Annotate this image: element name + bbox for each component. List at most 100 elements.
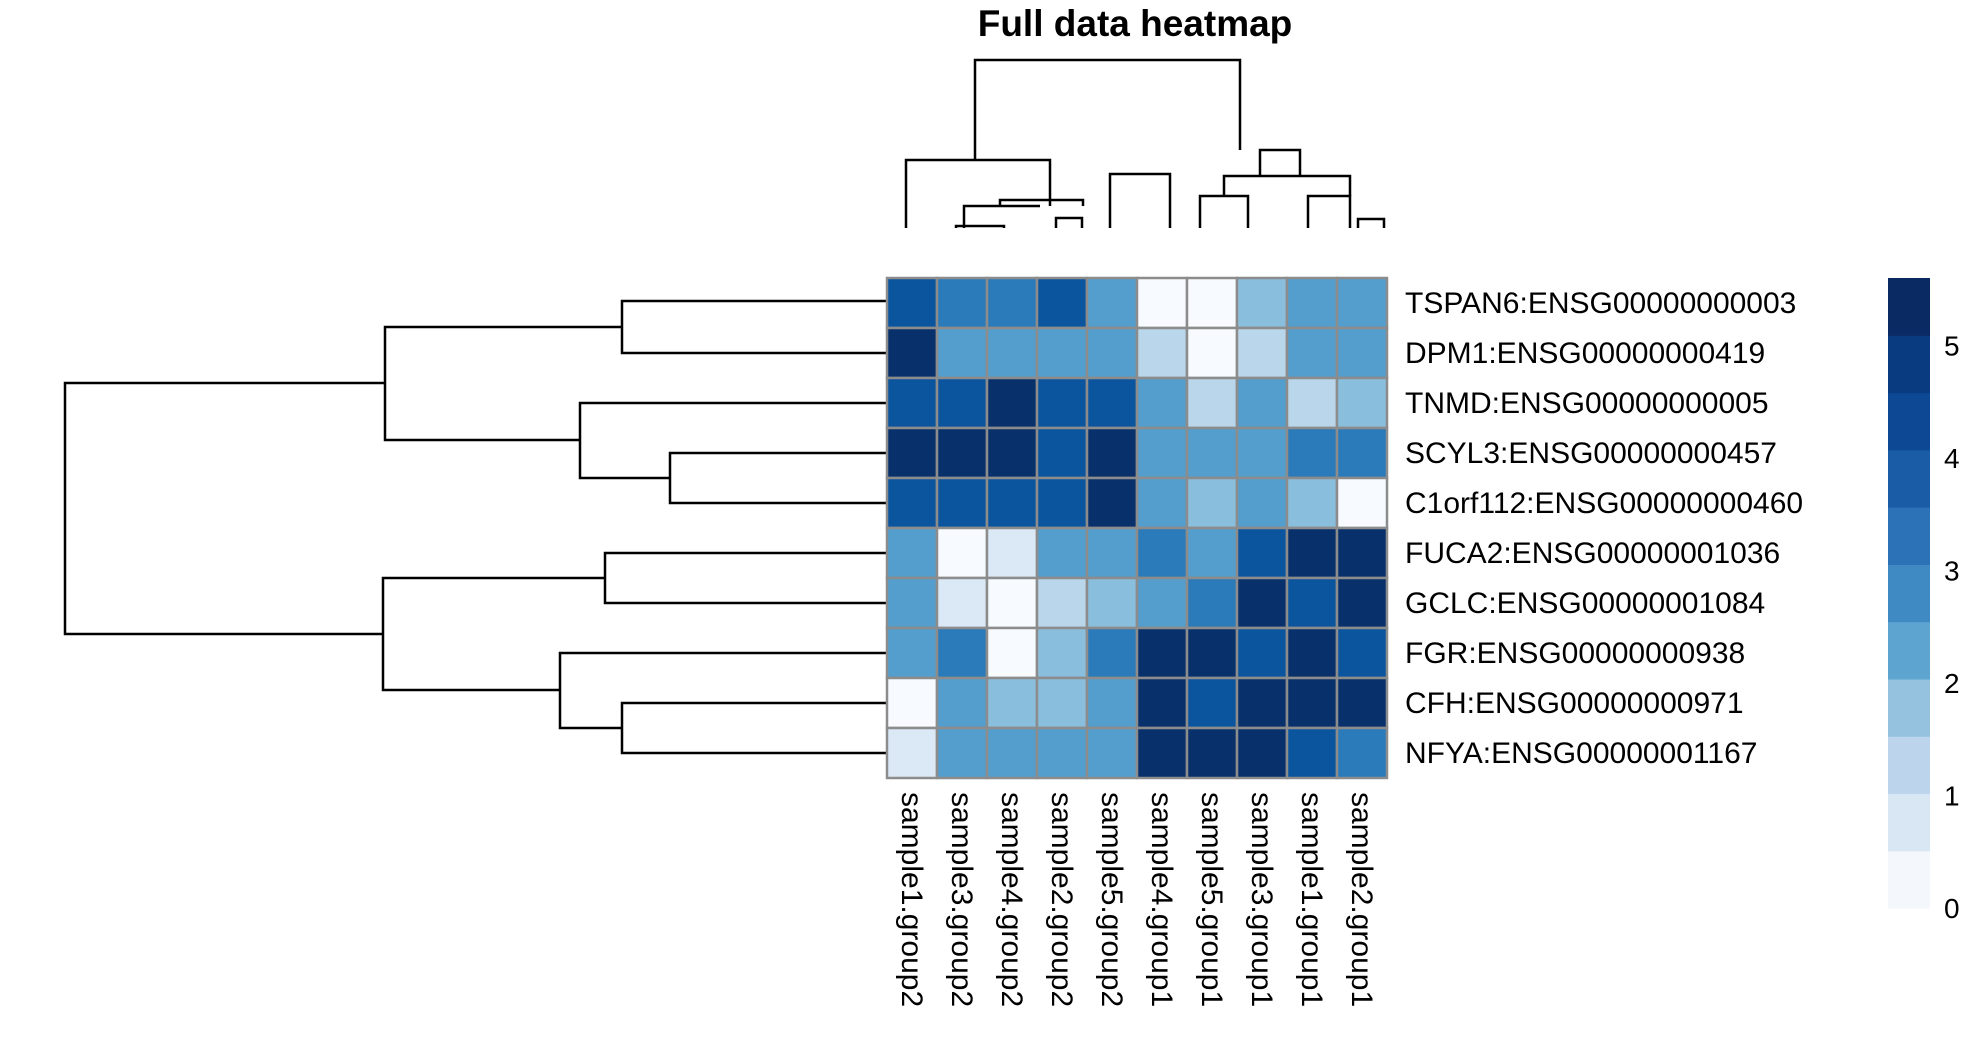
heatmap-cell [1085, 726, 1139, 780]
heatmap-cell [1235, 626, 1289, 680]
row-dendro-merge-2 [668, 451, 887, 505]
heatmap-cell [1135, 476, 1189, 530]
heatmap-cell [985, 426, 1039, 480]
heatmap-cell [1185, 526, 1239, 580]
heatmap-cell [1335, 626, 1389, 680]
heatmap-cell [985, 726, 1039, 780]
heatmap-cell [885, 476, 939, 530]
heatmap-cells [885, 276, 1389, 780]
heatmap-cell [1035, 676, 1089, 730]
col-dendro-merge-8 [1258, 148, 1302, 176]
heatmap-cell [1035, 276, 1089, 330]
heatmap-cell [1335, 526, 1389, 580]
heatmap-cell [985, 326, 1039, 380]
heatmap-cell [1335, 476, 1389, 530]
heatmap-cell [1135, 626, 1189, 680]
heatmap-cell [1285, 326, 1339, 380]
heatmap-cell [1085, 526, 1139, 580]
legend-tick-label: 5 [1944, 331, 1960, 362]
heatmap-cell [1235, 476, 1289, 530]
legend-color-step [1888, 335, 1930, 394]
row-dendro-merge-4 [383, 325, 622, 442]
heatmap-cell [1235, 376, 1289, 430]
col-dendro-merge-3 [1306, 194, 1352, 228]
heatmap-cell [1035, 726, 1089, 780]
column-label: sample3.group2 [945, 792, 978, 1007]
heatmap-cell [1135, 276, 1189, 330]
row-dendrogram [63, 299, 887, 755]
legend-color-step [1888, 736, 1930, 795]
heatmap-cell [1285, 426, 1339, 480]
column-dendrogram [904, 58, 1386, 228]
heatmap-cell [935, 376, 989, 430]
heatmap-cell [1285, 726, 1339, 780]
heatmap-cell [1335, 726, 1389, 780]
heatmap-cell [1285, 576, 1339, 630]
chart-title: Full data heatmap [978, 3, 1293, 44]
row-dendro-merge-6 [620, 701, 887, 755]
heatmap-cell [885, 626, 939, 680]
heatmap-cell [1335, 426, 1389, 480]
heatmap-cell [935, 526, 989, 580]
heatmap-cell [1135, 526, 1189, 580]
heatmap-cell [985, 676, 1039, 730]
heatmap-cell [1335, 576, 1389, 630]
heatmap-cell [1185, 476, 1239, 530]
heatmap-cell [1085, 676, 1139, 730]
heatmap-cell [1285, 376, 1339, 430]
heatmap-cell [1035, 326, 1089, 380]
heatmap-cell [885, 726, 939, 780]
row-dendro-merge-3 [578, 401, 887, 480]
heatmap-cell [935, 626, 989, 680]
heatmap-cell [885, 276, 939, 330]
column-label: sample3.group1 [1245, 792, 1278, 1007]
heatmap-cell [1135, 726, 1189, 780]
heatmap-cell [1135, 326, 1189, 380]
heatmap-cell [1235, 276, 1289, 330]
heatmap-cell [1285, 526, 1339, 580]
legend-color-step [1888, 392, 1930, 451]
heatmap-cell [935, 676, 989, 730]
heatmap-cell [1235, 526, 1289, 580]
heatmap-cell [1085, 476, 1139, 530]
legend-color-bar [1888, 278, 1930, 909]
row-dendro-merge-5 [603, 551, 887, 605]
column-label: sample5.group2 [1095, 792, 1128, 1007]
col-dendro-merge-4 [1356, 217, 1386, 228]
heatmap-cell [1185, 676, 1239, 730]
heatmap-cell [1235, 726, 1289, 780]
column-label: sample2.group1 [1345, 792, 1378, 1007]
heatmap-cell [1235, 426, 1289, 480]
heatmap-cell [1135, 676, 1189, 730]
heatmap-cell [1035, 626, 1089, 680]
legend-color-step [1888, 850, 1930, 909]
legend-color-step [1888, 507, 1930, 565]
row-label: C1orf112:ENSG00000000460 [1405, 487, 1803, 520]
legend-tick-label: 1 [1944, 781, 1960, 812]
row-labels: TSPAN6:ENSG00000000003 DPM1:ENSG000000004… [1405, 287, 1803, 770]
legend-color-step [1888, 621, 1930, 680]
column-label: sample1.group1 [1295, 792, 1328, 1007]
heatmap-cell [1235, 576, 1289, 630]
heatmap-cell [1185, 276, 1239, 330]
heatmap-cell [1085, 326, 1139, 380]
heatmap-cell [1185, 376, 1239, 430]
row-dendro-merge-7 [558, 651, 887, 730]
heatmap-cell [1335, 276, 1389, 330]
heatmap-cell [1135, 576, 1189, 630]
heatmap-cell [1285, 476, 1339, 530]
heatmap-cell [1235, 676, 1289, 730]
heatmap-cell [1285, 676, 1339, 730]
heatmap-cell [1335, 676, 1389, 730]
column-label: sample4.group1 [1145, 792, 1178, 1007]
legend-tick-label: 2 [1944, 668, 1960, 699]
heatmap-cell [885, 576, 939, 630]
heatmap-cell [1085, 576, 1139, 630]
col-dendro-merge-12 [973, 58, 1242, 160]
legend-color-step [1888, 449, 1930, 508]
heatmap-cell [1335, 376, 1389, 430]
heatmap-cell [1035, 426, 1089, 480]
row-label: TNMD:ENSG00000000005 [1405, 387, 1769, 420]
row-label: CFH:ENSG00000000971 [1405, 687, 1744, 720]
heatmap-cell [935, 576, 989, 630]
